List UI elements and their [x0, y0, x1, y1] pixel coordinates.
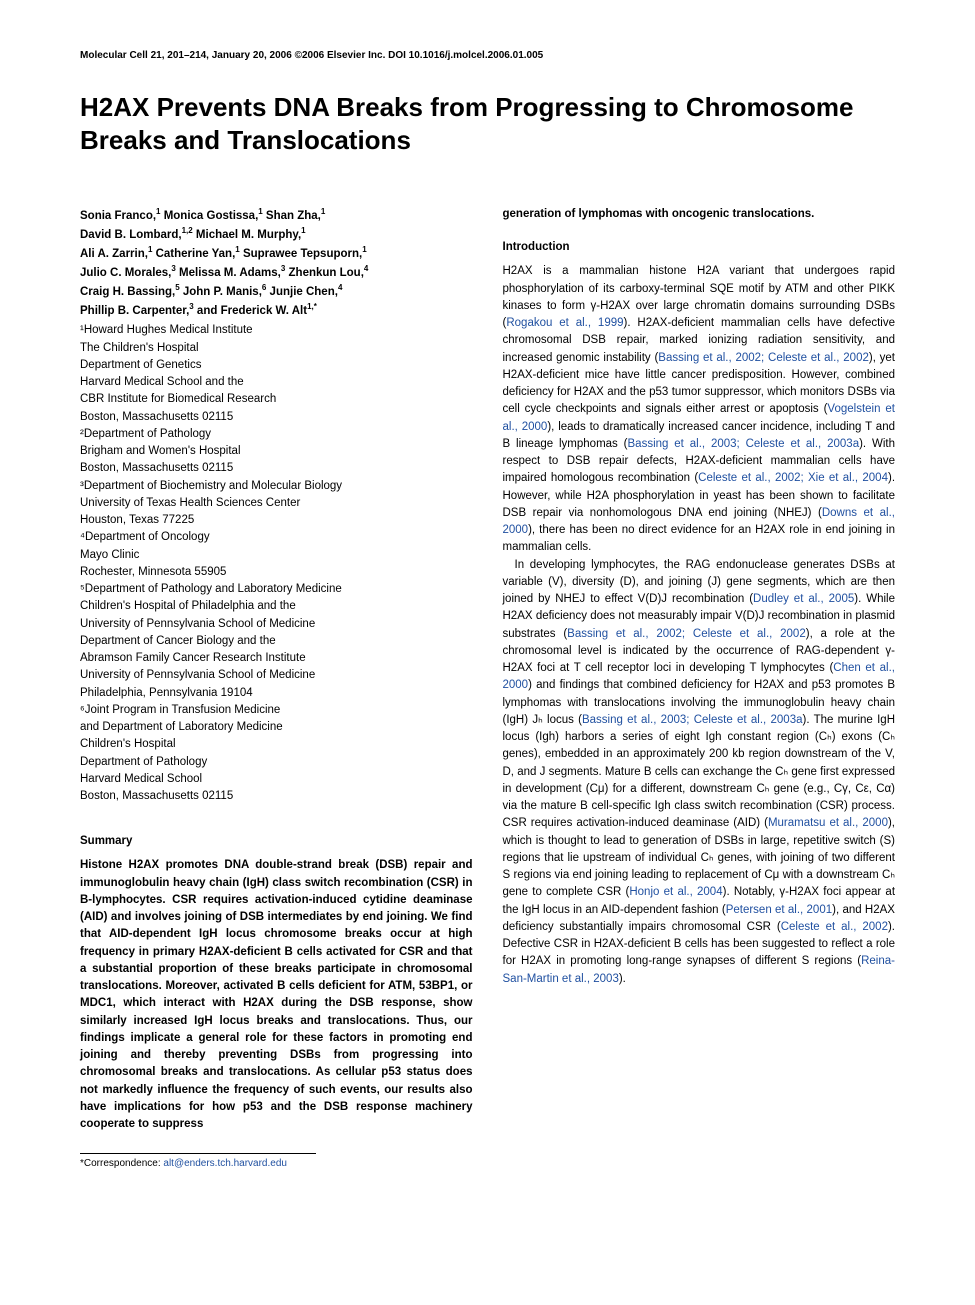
summary-heading: Summary [80, 835, 473, 847]
two-column-layout: Sonia Franco,1 Monica Gostissa,1 Shan Zh… [80, 206, 895, 1169]
summary-continuation: generation of lymphomas with oncogenic t… [503, 206, 896, 223]
introduction-heading: Introduction [503, 241, 896, 253]
intro-paragraph-1: H2AX is a mammalian histone H2A variant … [503, 263, 896, 556]
correspondence-line: *Correspondence: alt@enders.tch.harvard.… [80, 1153, 316, 1169]
introduction-body: H2AX is a mammalian histone H2A variant … [503, 263, 896, 988]
article-title: H2AX Prevents DNA Breaks from Progressin… [80, 91, 895, 156]
journal-citation: Molecular Cell 21, 201–214, January 20, … [80, 50, 895, 61]
author-list: Sonia Franco,1 Monica Gostissa,1 Shan Zh… [80, 206, 473, 320]
correspondence-text: *Correspondence: [80, 1158, 163, 1169]
intro-paragraph-2: In developing lymphocytes, the RAG endon… [503, 557, 896, 988]
right-column: generation of lymphomas with oncogenic t… [503, 206, 896, 1169]
correspondence-email[interactable]: alt@enders.tch.harvard.edu [163, 1158, 287, 1169]
summary-text: Histone H2AX promotes DNA double-strand … [80, 857, 473, 1133]
left-column: Sonia Franco,1 Monica Gostissa,1 Shan Zh… [80, 206, 473, 1169]
affiliations-list: ¹Howard Hughes Medical InstituteThe Chil… [80, 322, 473, 805]
